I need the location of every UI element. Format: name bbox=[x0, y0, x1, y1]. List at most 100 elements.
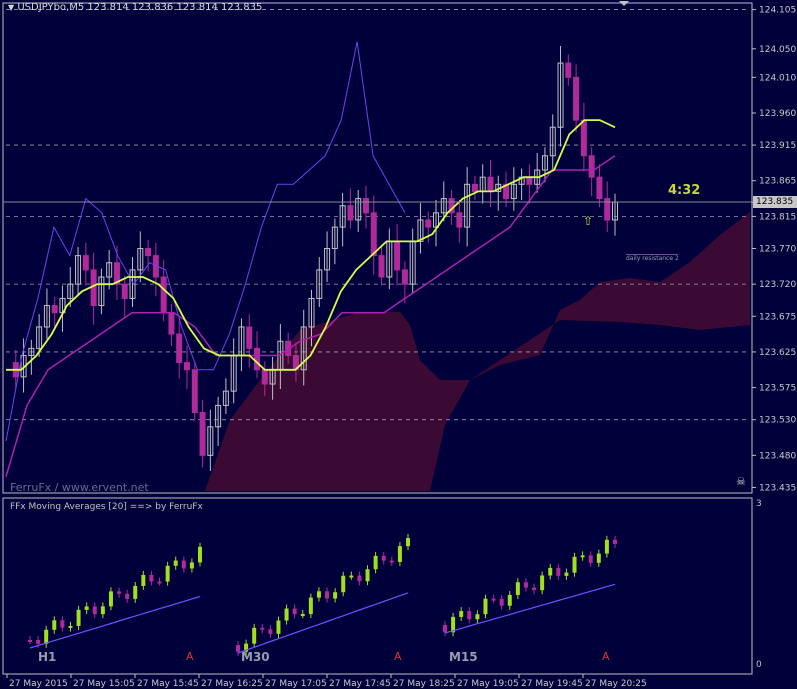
skull-icon: ☠ bbox=[736, 475, 746, 488]
shift-marker-icon[interactable] bbox=[619, 1, 629, 6]
bull-candle bbox=[222, 390, 229, 406]
bull-candle bbox=[215, 404, 222, 428]
ma-candle bbox=[580, 555, 585, 558]
y-tick-label: 123.960 bbox=[759, 109, 796, 119]
ma-average-line bbox=[237, 592, 409, 654]
bull-candle bbox=[464, 183, 471, 228]
ma-candle bbox=[189, 562, 194, 569]
y-tick-label: 123.675 bbox=[759, 312, 796, 322]
bear-candle bbox=[604, 198, 611, 221]
ma-candle bbox=[406, 538, 410, 547]
ma-candle bbox=[44, 629, 49, 644]
y-tick-label: 124.050 bbox=[759, 45, 796, 55]
tenkan-sen-line bbox=[6, 119, 616, 371]
ma-candle bbox=[475, 614, 480, 620]
current-price-badge: 123.835 bbox=[753, 196, 797, 208]
ma-candle bbox=[556, 567, 561, 576]
bull-candle bbox=[129, 269, 136, 299]
bull-candle bbox=[106, 262, 113, 278]
x-tick-label: 27 May 20:25 bbox=[585, 679, 647, 689]
ma-candle bbox=[515, 582, 520, 595]
bull-candle bbox=[137, 248, 144, 271]
ma-subwindow bbox=[28, 534, 617, 656]
ma-candle bbox=[491, 598, 496, 601]
bear-candle bbox=[487, 176, 494, 192]
ma-candle bbox=[443, 625, 447, 633]
y-tick-label: 124.105 bbox=[759, 6, 796, 16]
panel-label-m30: M30 bbox=[241, 650, 270, 664]
ma-candle bbox=[507, 594, 512, 606]
x-tick-label: 27 May 17:05 bbox=[265, 679, 327, 689]
ma-candle bbox=[333, 592, 338, 599]
bear-candle bbox=[199, 412, 206, 456]
bear-candle bbox=[347, 205, 354, 221]
bear-candle bbox=[580, 119, 587, 157]
ma-candle bbox=[92, 606, 97, 615]
bear-candle bbox=[51, 305, 58, 314]
ichimoku-cloud bbox=[205, 212, 750, 491]
chevron-down-icon[interactable]: ▼ bbox=[8, 3, 15, 12]
ma-candle bbox=[125, 593, 130, 599]
kumo-cloud-area bbox=[205, 212, 750, 491]
resistance-line bbox=[626, 254, 678, 255]
bull-candle bbox=[433, 212, 440, 228]
ma-candle bbox=[36, 640, 41, 644]
ma-candle bbox=[459, 611, 464, 617]
y-tick-label: 123.865 bbox=[759, 177, 796, 187]
x-tick-label: 27 May 15:45 bbox=[137, 679, 199, 689]
bear-candle bbox=[191, 369, 198, 414]
bear-candle bbox=[425, 219, 432, 228]
x-tick-label: 27 May 19:05 bbox=[457, 679, 519, 689]
bull-candle bbox=[308, 297, 315, 328]
bull-candle bbox=[28, 347, 35, 356]
bear-candle bbox=[370, 212, 377, 257]
ma-candle bbox=[341, 575, 346, 593]
bear-candle bbox=[378, 255, 385, 278]
candle-countdown: 4:32 bbox=[668, 183, 701, 198]
ma-candle bbox=[467, 611, 472, 620]
ma-candle bbox=[165, 565, 170, 582]
bear-candle bbox=[168, 312, 175, 335]
ma-candle bbox=[316, 591, 321, 598]
indicator-title: FFx Moving Averages [20] ==> by FerruFx bbox=[10, 502, 203, 512]
bear-candle bbox=[588, 155, 595, 178]
ma-candle bbox=[260, 627, 265, 630]
bull-candle bbox=[510, 183, 517, 200]
ma-candle bbox=[564, 572, 569, 576]
ma-candle bbox=[84, 606, 89, 610]
bull-candle bbox=[339, 205, 346, 228]
ma-candle bbox=[198, 546, 202, 563]
bear-candle bbox=[471, 183, 478, 192]
ma-candle bbox=[499, 598, 504, 606]
indicator-window-frame bbox=[2, 497, 753, 675]
ma-candle bbox=[389, 560, 394, 563]
resistance-label: daily resistance 2 bbox=[626, 255, 679, 262]
bear-candle bbox=[362, 198, 369, 214]
y-tick-label: 123.575 bbox=[759, 384, 796, 394]
bull-candle bbox=[355, 198, 362, 221]
y-tick-label: 123.815 bbox=[759, 212, 796, 222]
current-price-text: 123.835 bbox=[756, 197, 794, 207]
ma-candle bbox=[100, 606, 105, 615]
watermark: FerruFx / www.ervent.net bbox=[10, 481, 149, 494]
panel-marker-m30: A bbox=[394, 650, 402, 663]
bear-candle bbox=[121, 283, 128, 299]
bull-candle bbox=[207, 426, 214, 456]
bear-candle bbox=[176, 333, 183, 364]
symbol-ohlc-text: USDJPYbo,M5 123.814 123.836 123.814 123.… bbox=[17, 2, 263, 13]
bear-candle bbox=[246, 326, 253, 349]
panel-label-h1: H1 bbox=[38, 650, 57, 664]
x-tick-label: 27 May 19:45 bbox=[521, 679, 583, 689]
panel-marker-m15: A bbox=[602, 650, 610, 663]
symbol-header: ▼ USDJPYbo,M5 123.814 123.836 123.814 12… bbox=[8, 2, 262, 13]
bear-candle bbox=[456, 212, 463, 228]
x-tick-label: 27 May 2015 bbox=[9, 679, 68, 689]
ma-candle bbox=[252, 627, 257, 644]
chikou-span-line bbox=[5, 41, 406, 442]
bull-candle bbox=[440, 198, 447, 214]
ma-candle bbox=[308, 597, 313, 614]
ma-candle bbox=[108, 591, 113, 607]
ma-candle bbox=[157, 581, 162, 584]
bear-candle bbox=[596, 176, 603, 200]
